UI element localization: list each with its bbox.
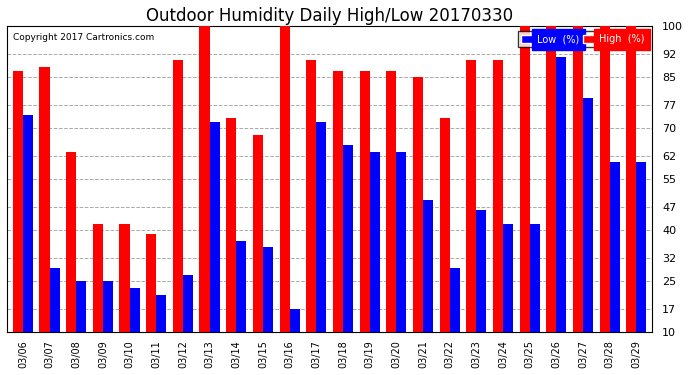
Bar (466, 60, 476, 366)
Bar (556, 57, 566, 366)
Text: Copyright 2017 Cartronics.com: Copyright 2017 Cartronics.com (13, 33, 155, 42)
Bar (316, 122, 326, 366)
Legend: Low  (%), High  (%): Low (%), High (%) (518, 32, 647, 47)
Bar (23, 115, 33, 366)
Bar (423, 200, 433, 366)
Bar (583, 98, 593, 366)
Bar (199, 27, 210, 366)
Bar (236, 241, 246, 366)
Bar (183, 274, 193, 366)
Bar (66, 152, 77, 366)
Bar (546, 27, 556, 366)
Bar (530, 224, 540, 366)
Bar (386, 71, 396, 366)
Bar (396, 152, 406, 366)
Bar (627, 27, 636, 366)
Bar (50, 268, 60, 366)
Bar (119, 224, 130, 366)
Bar (146, 234, 157, 366)
Bar (520, 27, 530, 366)
Bar (306, 60, 316, 366)
Bar (476, 210, 486, 366)
Bar (157, 295, 166, 366)
Bar (13, 71, 23, 366)
Bar (103, 281, 113, 366)
Bar (263, 248, 273, 366)
Bar (493, 60, 503, 366)
Bar (413, 78, 423, 366)
Bar (253, 135, 263, 366)
Bar (573, 27, 583, 366)
Bar (130, 288, 140, 366)
Bar (600, 27, 610, 366)
Title: Outdoor Humidity Daily High/Low 20170330: Outdoor Humidity Daily High/Low 20170330 (146, 7, 513, 25)
Bar (77, 281, 86, 366)
Bar (279, 27, 290, 366)
Bar (226, 118, 236, 366)
Bar (39, 67, 50, 366)
Bar (93, 224, 103, 366)
Bar (210, 122, 219, 366)
Bar (610, 162, 620, 366)
Bar (440, 118, 450, 366)
Bar (333, 71, 343, 366)
Bar (343, 146, 353, 366)
Bar (503, 224, 513, 366)
Bar (450, 268, 460, 366)
Bar (359, 71, 370, 366)
Bar (290, 309, 299, 366)
Bar (636, 162, 647, 366)
Bar (370, 152, 380, 366)
Bar (172, 60, 183, 366)
